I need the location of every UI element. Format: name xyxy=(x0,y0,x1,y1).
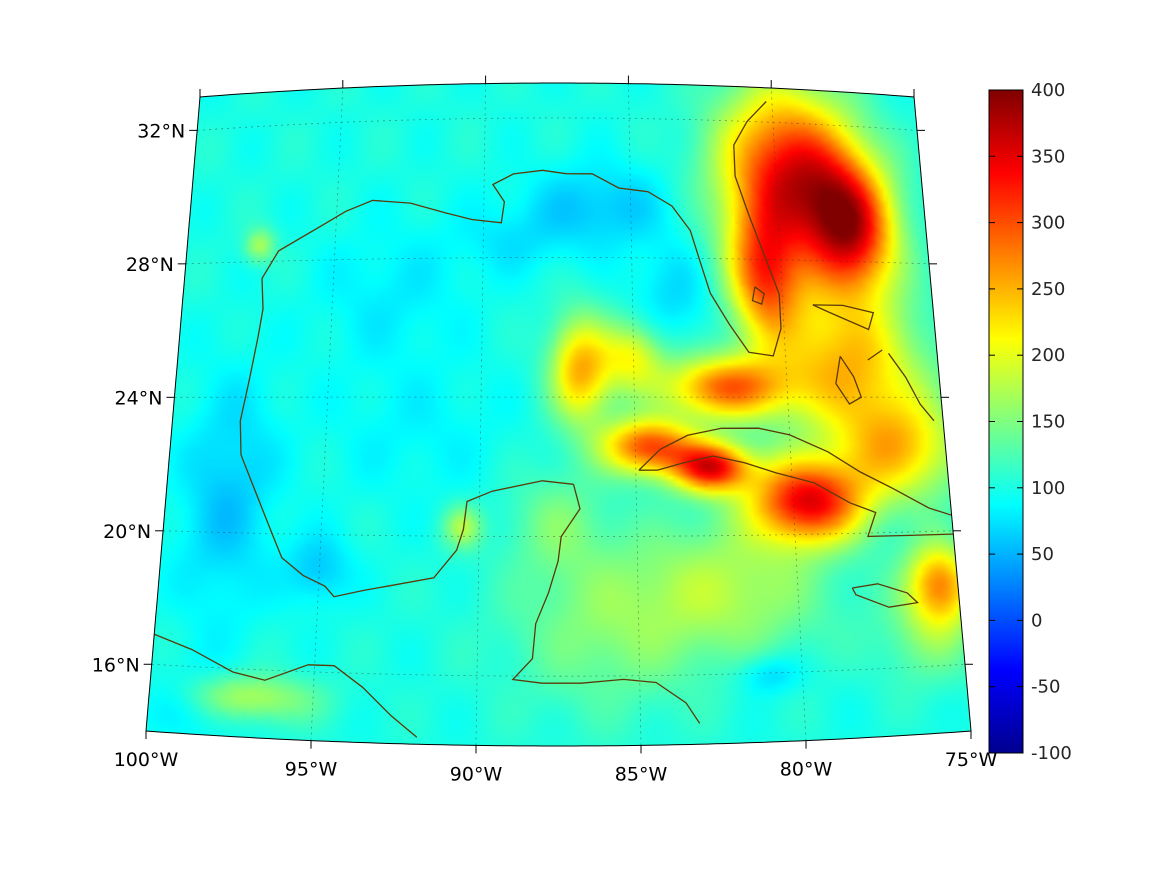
coastline-segment xyxy=(887,353,935,422)
frame-ticks xyxy=(143,75,973,754)
colorbar-tick-label: 0 xyxy=(1031,610,1042,631)
colorbar-tick-label: 200 xyxy=(1031,345,1065,366)
parallel-line xyxy=(197,117,918,131)
coastline-segment xyxy=(511,484,701,724)
lon-tick-label: 75°W xyxy=(945,749,998,771)
coastline-segment xyxy=(239,101,782,598)
coastline-segment xyxy=(751,286,765,305)
coastline-segment xyxy=(153,633,418,738)
lon-tick-label: 85°W xyxy=(615,763,668,785)
colorbar-tick-label: -100 xyxy=(1031,743,1072,764)
colorbar: 400 350 300 250 200 150 100 50 0 -50 -100 xyxy=(988,80,1072,764)
lat-tick-label: 16°N xyxy=(92,654,140,676)
colorbar-tick-label: 50 xyxy=(1031,544,1054,565)
coastline-segment xyxy=(867,349,883,361)
colorbar-tick-label: 350 xyxy=(1031,146,1065,167)
colorbar-tick-label: 400 xyxy=(1031,80,1065,101)
coastline-segment xyxy=(812,304,875,331)
graticule xyxy=(151,83,966,746)
coastlines xyxy=(153,101,971,738)
lat-tick-label: 32°N xyxy=(137,120,185,142)
parallel-line xyxy=(151,663,966,677)
lat-tick-label: 20°N xyxy=(103,521,151,543)
lon-tick-label: 80°W xyxy=(780,759,833,781)
colorbar-tick-label: 150 xyxy=(1031,412,1065,433)
meridian-line xyxy=(628,83,642,746)
meridian-line xyxy=(770,87,807,741)
lat-tick-label: 28°N xyxy=(126,254,174,276)
parallel-line xyxy=(185,257,930,265)
lon-tick-label: 100°W xyxy=(114,749,179,771)
lon-tick-label: 95°W xyxy=(285,759,338,781)
coastline-segment xyxy=(851,583,920,608)
colorbar-tick-label: 100 xyxy=(1031,478,1065,499)
colorbar-tick-label: 250 xyxy=(1031,279,1065,300)
colorbar-tick-label: -50 xyxy=(1031,677,1060,698)
longitude-tick-labels: 100°W 95°W 90°W 85°W 80°W 75°W xyxy=(114,749,998,785)
lat-tick-label: 24°N xyxy=(115,387,163,409)
colorbar-tick-label: 300 xyxy=(1031,213,1065,234)
coastline-segment xyxy=(835,355,863,405)
latitude-tick-labels: 16°N 20°N 24°N 28°N 32°N xyxy=(92,120,185,676)
meridian-line xyxy=(310,87,344,741)
meridian-line xyxy=(475,83,486,746)
colorbar-ticks: 400 350 300 250 200 150 100 50 0 -50 -100 xyxy=(989,80,1072,764)
lon-tick-label: 90°W xyxy=(450,763,503,785)
